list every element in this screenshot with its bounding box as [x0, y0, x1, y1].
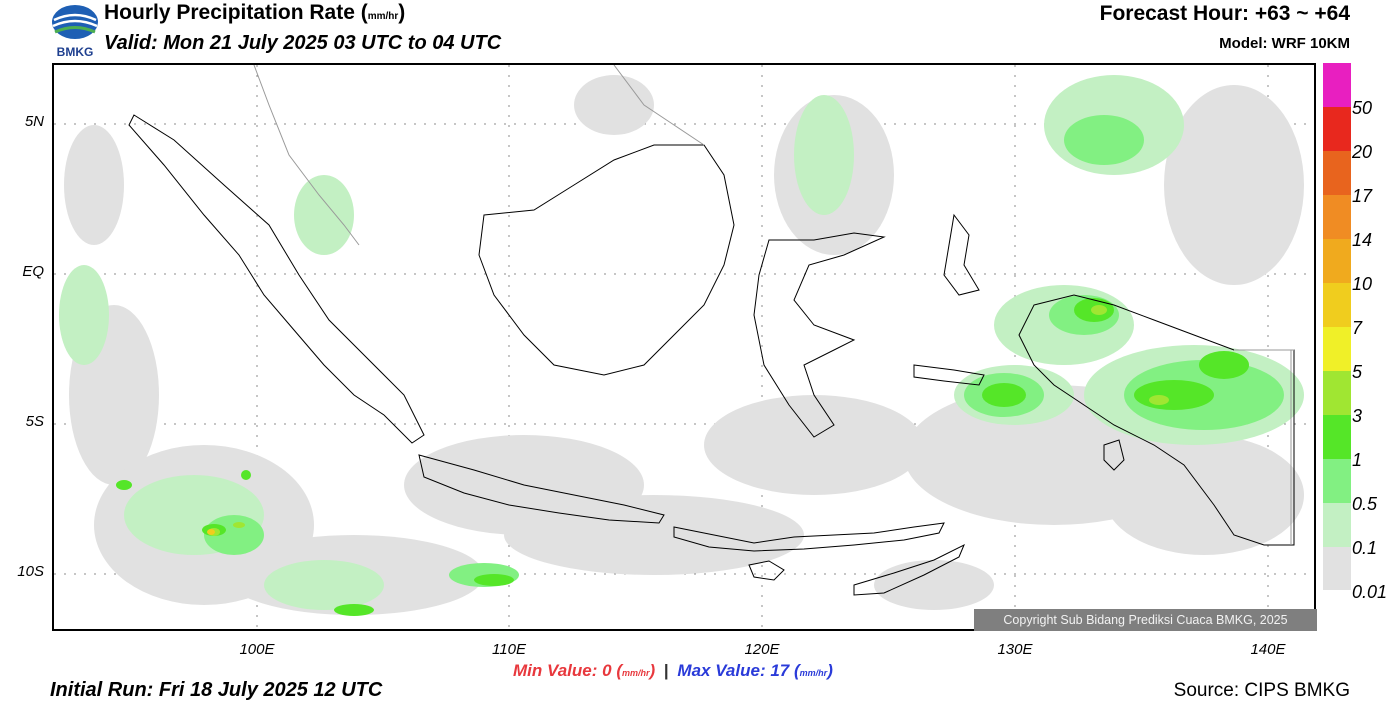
legend-swatch-14: [1323, 195, 1351, 239]
forecast-hour: Forecast Hour: +63 ~ +64: [1099, 2, 1350, 25]
seram-outline: [913, 364, 985, 386]
legend-swatch-20: [1323, 107, 1351, 151]
legend-label-14: 14: [1352, 230, 1373, 250]
initial-run: Initial Run: Fri 18 July 2025 12 UTC: [50, 679, 383, 701]
copyright-notice: Copyright Sub Bidang Prediksi Cuaca BMKG…: [974, 609, 1317, 631]
legend-swatch-17: [1323, 151, 1351, 195]
max-value: 17: [770, 661, 790, 680]
min-value-label: Min Value:: [513, 661, 598, 680]
legend-label-1: 1: [1352, 450, 1363, 470]
min-max-separator: |: [663, 661, 669, 680]
malay-peninsula-outline: [253, 65, 360, 246]
min-unit: mm/hr: [622, 668, 650, 678]
aru-outline: [1103, 439, 1125, 471]
precip-7-layer: [207, 529, 215, 535]
precip-1-layer: [116, 298, 1249, 616]
neighbour-borders: [253, 65, 1294, 545]
sumatra-outline: [128, 114, 425, 444]
legend-swatch-0.01: [1323, 547, 1351, 590]
legend-swatch-0.5: [1323, 459, 1351, 503]
lon-label-100e: 100E: [239, 641, 275, 658]
legend-swatch-5: [1323, 327, 1351, 371]
papua-outline: [1018, 294, 1295, 546]
nusa-tenggara-outline: [673, 522, 945, 552]
precipitation-map: [52, 63, 1316, 631]
lon-label-120e: 120E: [744, 641, 780, 658]
legend-swatch-3: [1323, 371, 1351, 415]
java-outline: [418, 454, 665, 524]
max-value-label: Max Value:: [677, 661, 766, 680]
min-value: 0: [602, 661, 612, 680]
model-label: Model: WRF 10KM: [1219, 35, 1350, 52]
max-unit: mm/hr: [799, 668, 828, 678]
lat-label-5s: 5S: [25, 413, 44, 430]
legend-swatch-10: [1323, 239, 1351, 283]
legend-label-0.01: 0.01: [1352, 582, 1388, 602]
min-max-values: Min Value: 0 (mm/hr) | Max Value: 17 (mm…: [513, 661, 833, 680]
lon-label-110e: 110E: [492, 641, 526, 658]
lat-label-5n: 5N: [24, 113, 44, 130]
lat-label-eq: EQ: [22, 263, 44, 280]
source-label: Source: CIPS BMKG: [1173, 680, 1350, 701]
legend-colorbar: [1323, 63, 1351, 590]
lat-label-10s: 10S: [17, 563, 44, 580]
svg-text:BMKG: BMKG: [57, 45, 94, 58]
lon-label-130e: 130E: [997, 641, 1033, 658]
sulawesi-outline: [753, 232, 886, 438]
legend-label-50: 50: [1352, 98, 1373, 118]
chart-title: Hourly Precipitation Rate (mm/hr): [104, 1, 406, 24]
borneo-outline: [478, 144, 735, 376]
sumba-outline: [748, 560, 785, 581]
title-unit: mm/hr: [367, 11, 399, 22]
timor-outline: [853, 543, 965, 596]
bmkg-logo: BMKG: [50, 2, 100, 59]
legend-label-0.1: 0.1: [1352, 538, 1378, 558]
legend-label-10: 10: [1352, 274, 1373, 294]
legend-swatch-1: [1323, 415, 1351, 459]
map-canvas: [54, 65, 1314, 629]
legend-swatch-7: [1323, 283, 1351, 327]
valid-time: Valid: Mon 21 July 2025 03 UTC to 04 UTC: [104, 32, 502, 54]
coastlines: [128, 114, 1295, 596]
sabah-outline: [613, 65, 705, 146]
legend-label-17: 17: [1352, 186, 1373, 206]
legend-label-0.5: 0.5: [1352, 494, 1378, 514]
legend-label-7: 7: [1352, 318, 1363, 338]
legend-label-5: 5: [1352, 362, 1363, 382]
legend-label-20: 20: [1352, 142, 1373, 162]
legend-swatch-50: [1323, 63, 1351, 107]
legend-label-3: 3: [1352, 406, 1363, 426]
halmahera-outline: [943, 213, 980, 296]
legend-swatch-0.1: [1323, 503, 1351, 547]
lon-label-140e: 140E: [1250, 641, 1286, 658]
